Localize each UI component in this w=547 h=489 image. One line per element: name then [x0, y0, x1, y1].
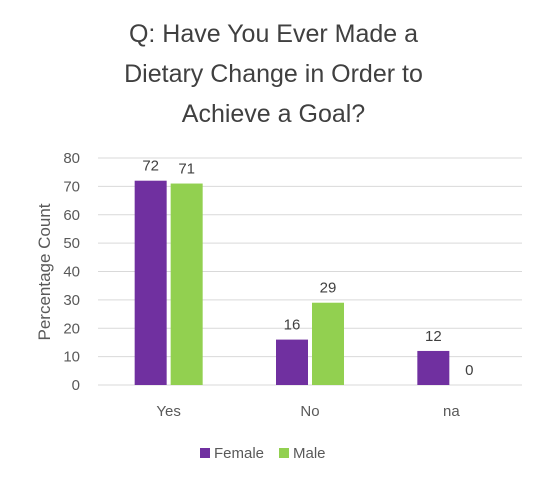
bar-male	[312, 302, 344, 385]
chart-title-line-2: Dietary Change in Order to	[124, 60, 423, 88]
legend: Female Male	[200, 445, 326, 462]
y-axis-ticks: 0 10 20 30 40 50 60 70 80	[63, 150, 80, 394]
data-label: 71	[178, 161, 195, 178]
chart-title-line-1: Q: Have You Ever Made a	[128, 20, 419, 48]
bar-female	[417, 350, 450, 385]
data-label: 16	[284, 317, 301, 334]
y-tick-label: 60	[63, 207, 80, 224]
data-label: 29	[320, 280, 337, 297]
data-label: 12	[425, 328, 442, 345]
x-tick-label: No	[300, 403, 319, 420]
data-label: 0	[465, 362, 473, 379]
y-tick-label: 40	[63, 264, 80, 281]
bar-male	[170, 183, 203, 385]
y-tick-label: 20	[63, 320, 80, 337]
y-tick-label: 30	[63, 292, 80, 309]
legend-swatch	[279, 448, 289, 458]
y-tick-label: 70	[63, 178, 80, 195]
x-axis-ticks: Yes No na	[156, 403, 460, 420]
legend-entry: Female	[214, 445, 264, 462]
x-tick-label: na	[443, 403, 460, 420]
x-tick-label: Yes	[156, 403, 180, 420]
bars	[134, 180, 450, 385]
y-tick-label: 0	[72, 377, 80, 394]
bar-female	[134, 180, 167, 385]
y-axis-label: Percentage Count	[35, 203, 54, 340]
data-label: 72	[142, 158, 159, 175]
legend-swatch	[200, 448, 210, 458]
chart-title-line-3: Achieve a Goal?	[181, 100, 366, 128]
bar-female	[276, 339, 308, 385]
y-tick-label: 80	[63, 150, 80, 167]
gridlines	[98, 157, 522, 386]
y-tick-label: 10	[63, 349, 80, 366]
legend-entry: Male	[293, 445, 326, 462]
data-labels: 72 71 16 29 12 0	[142, 158, 473, 379]
y-tick-label: 50	[63, 235, 80, 252]
